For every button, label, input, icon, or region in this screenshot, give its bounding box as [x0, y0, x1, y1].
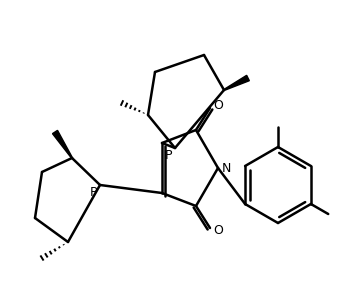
Text: P: P — [89, 185, 97, 199]
Text: O: O — [213, 99, 223, 111]
Polygon shape — [53, 130, 73, 158]
Text: O: O — [213, 225, 223, 237]
Text: P: P — [164, 148, 172, 162]
Text: N: N — [221, 162, 231, 174]
Polygon shape — [224, 75, 249, 91]
